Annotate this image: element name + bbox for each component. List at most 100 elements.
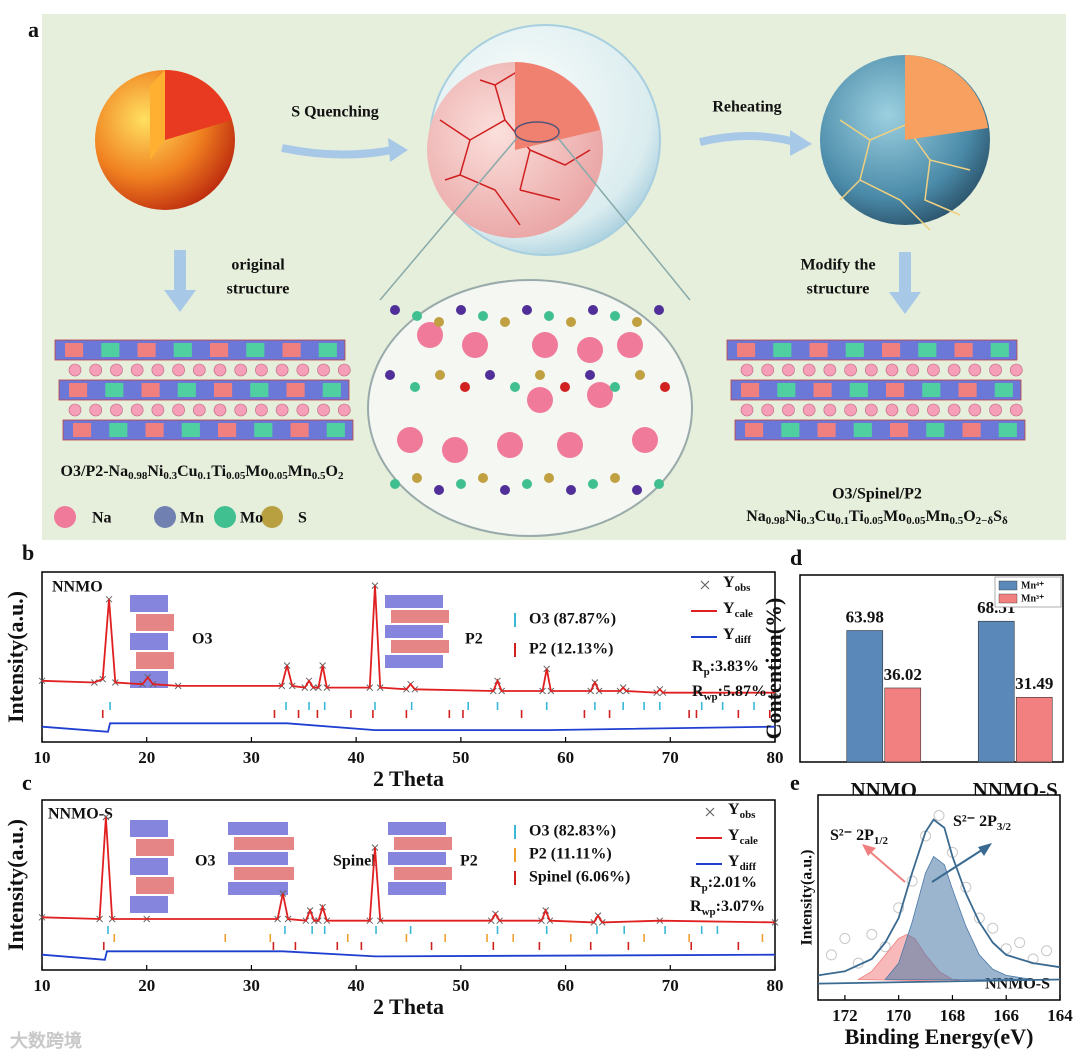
arrowhead xyxy=(978,843,992,856)
lattice-atom xyxy=(535,370,545,380)
na-atom xyxy=(844,403,857,417)
polyhedra xyxy=(105,383,124,397)
na-atom xyxy=(823,363,837,377)
fit-stat: Rwp:5.87% xyxy=(692,683,767,703)
lattice-atom xyxy=(500,317,510,327)
crystal-icon xyxy=(136,877,174,894)
x-tick-label: 20 xyxy=(138,976,155,995)
na-atom xyxy=(577,337,603,363)
arrowhead xyxy=(790,130,812,156)
crystal-icon xyxy=(136,652,174,669)
y-axis-label: Intensity(a.u.) xyxy=(799,849,816,945)
crystal-icon xyxy=(130,820,168,837)
polyhedra xyxy=(882,343,901,357)
watermark: 大数跨境 xyxy=(10,1030,82,1052)
lattice-atom xyxy=(478,311,488,321)
legend-label: Ycale xyxy=(723,600,753,620)
lattice-atom xyxy=(500,485,510,495)
y-axis-label: Contention(%) xyxy=(761,598,786,740)
data-point xyxy=(825,949,837,961)
formula-part: Na xyxy=(746,508,766,525)
x-tick-label: 30 xyxy=(243,976,260,995)
na-atom xyxy=(296,363,310,377)
crystal-icon xyxy=(391,640,449,653)
stat-text: :3.07% xyxy=(716,898,765,915)
legend-marker xyxy=(705,807,715,817)
polyhedra xyxy=(918,343,937,357)
polyhedra-layer xyxy=(726,339,1018,361)
formula: O3/P2-Na0.98Ni0.3Cu0.1Ti0.05Mo0.05Mn0.5O… xyxy=(61,463,344,482)
label-main: Y xyxy=(728,827,740,844)
x-axis-label: 2 Theta xyxy=(373,994,444,1019)
data-point xyxy=(1041,945,1053,957)
bar xyxy=(977,620,1015,763)
polyhedra xyxy=(318,343,337,357)
crystal-icon xyxy=(388,822,446,835)
legend-label: Yobs xyxy=(723,574,751,594)
legend-atom xyxy=(54,506,76,528)
na-atom xyxy=(151,403,165,417)
polyhedra xyxy=(69,383,88,397)
polyhedra xyxy=(954,343,973,357)
na-atom xyxy=(317,403,330,417)
na-atom xyxy=(68,403,82,417)
x-tick-label: 40 xyxy=(348,748,365,767)
na-atom xyxy=(761,403,775,417)
legend-atom xyxy=(154,506,176,528)
na-atom xyxy=(130,363,144,377)
sample-label: NNMO xyxy=(52,579,103,596)
layered-structure xyxy=(54,339,354,441)
crystal-icon xyxy=(234,837,294,850)
na-atom xyxy=(947,363,961,377)
polyhedra-layer xyxy=(62,419,354,441)
x-tick-label: 20 xyxy=(138,748,155,767)
polyhedra-layer xyxy=(734,419,1026,441)
na-atom xyxy=(587,382,613,408)
na-atom xyxy=(110,363,123,377)
na-atom xyxy=(337,363,351,377)
formula-sub: 0.5 xyxy=(949,515,963,527)
crystal-icon xyxy=(228,822,288,835)
lattice-atom xyxy=(588,305,598,315)
polyhedra xyxy=(282,343,301,357)
panel-label: d xyxy=(790,545,802,570)
note: structure xyxy=(807,281,870,298)
crystal-icon xyxy=(130,858,168,875)
na-atom xyxy=(234,403,248,417)
formula-part: Mo xyxy=(245,463,268,480)
arrow xyxy=(174,250,186,292)
polyhedra xyxy=(109,423,128,437)
lattice-atom xyxy=(456,479,466,489)
x-axis-label: 2 Theta xyxy=(373,766,444,791)
crystal-icon xyxy=(228,882,288,895)
formula-sub: 2−δ xyxy=(976,515,994,527)
label-sub: obs xyxy=(735,582,752,594)
formula-sub: 0.98 xyxy=(128,470,148,482)
na-atom xyxy=(989,403,1002,417)
lattice-atom xyxy=(412,311,422,321)
stat-sub: wp xyxy=(704,691,718,703)
formula-part: Cu xyxy=(815,508,836,525)
na-atom xyxy=(782,403,795,417)
lattice-atom xyxy=(566,317,576,327)
formula-part: Cu xyxy=(177,463,198,480)
na-atom xyxy=(864,403,878,417)
na-atom xyxy=(110,403,123,417)
legend-atom xyxy=(214,506,236,528)
label-sub: 3/2 xyxy=(997,821,1012,833)
x-tick-label: 50 xyxy=(452,748,469,767)
polyhedra xyxy=(781,423,800,437)
peak-label: S²⁻ 2P1/2 xyxy=(830,827,888,847)
polyhedra xyxy=(173,343,192,357)
formula-sub: δ xyxy=(1002,515,1008,527)
polyhedra xyxy=(181,423,200,437)
data-point xyxy=(839,933,851,944)
na-atom xyxy=(234,363,248,377)
lattice-atom xyxy=(434,317,444,327)
lattice-atom xyxy=(510,382,520,392)
na-atom xyxy=(213,403,227,417)
lattice-atom xyxy=(456,305,466,315)
label-main: S²⁻ 2P xyxy=(830,827,874,844)
arrow xyxy=(281,144,393,159)
stat-main: R xyxy=(690,898,702,915)
